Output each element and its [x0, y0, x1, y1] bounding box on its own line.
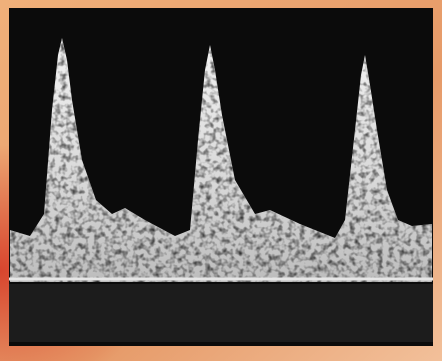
- lower-strip: [9, 284, 433, 342]
- page: [0, 0, 442, 361]
- doppler-image: [0, 0, 442, 361]
